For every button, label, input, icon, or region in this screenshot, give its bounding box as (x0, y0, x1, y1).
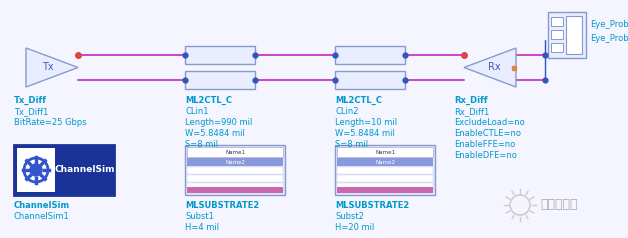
Bar (337, 167, 433, 174)
Bar (185, 46, 255, 64)
Text: Rx_Diff: Rx_Diff (454, 96, 487, 105)
Text: Name2: Name2 (225, 159, 245, 164)
Bar (335, 46, 405, 64)
Text: ChannelSim: ChannelSim (14, 201, 70, 210)
Text: EnableDFE=no: EnableDFE=no (454, 151, 517, 160)
Bar (551, 43, 563, 52)
Bar (551, 30, 563, 39)
Text: MLSUBSTRATE2: MLSUBSTRATE2 (335, 201, 409, 210)
Text: Name1: Name1 (225, 149, 245, 154)
Polygon shape (464, 48, 516, 87)
Text: Tx: Tx (42, 63, 54, 73)
Bar (187, 167, 283, 174)
Bar (337, 158, 433, 166)
Text: Subst1: Subst1 (185, 212, 214, 221)
Text: Length=990 mil: Length=990 mil (185, 118, 252, 127)
Text: Length=10 mil: Length=10 mil (335, 118, 397, 127)
Bar (187, 158, 283, 166)
Text: Eye_Probe1: Eye_Probe1 (590, 34, 628, 43)
Bar (337, 187, 433, 193)
Text: Subst2: Subst2 (335, 212, 364, 221)
Text: ExcludeLoad=no: ExcludeLoad=no (454, 118, 525, 127)
Text: ChannelSim: ChannelSim (54, 165, 115, 174)
Bar (17, 148, 55, 192)
Bar (187, 187, 283, 193)
Polygon shape (26, 48, 78, 87)
Text: W=5.8484 mil: W=5.8484 mil (335, 129, 395, 138)
Text: Tx_Diff1: Tx_Diff1 (14, 107, 48, 116)
Bar (185, 145, 285, 195)
Bar (566, 16, 582, 54)
Text: ML2CTL_C: ML2CTL_C (185, 96, 232, 105)
Text: S=8 mil: S=8 mil (335, 140, 368, 149)
Text: EnableFFE=no: EnableFFE=no (454, 140, 515, 149)
Text: W=5.8484 mil: W=5.8484 mil (185, 129, 245, 138)
Bar (14, 145, 114, 195)
Text: BitRate=25 Gbps: BitRate=25 Gbps (14, 118, 87, 127)
Text: H=20 mil: H=20 mil (335, 223, 374, 232)
Bar (337, 183, 433, 190)
Bar (187, 147, 283, 157)
Text: H=4 mil: H=4 mil (185, 223, 219, 232)
Bar (335, 71, 405, 89)
Text: Rx_Diff1: Rx_Diff1 (454, 107, 489, 116)
Text: ChannelSim1: ChannelSim1 (14, 212, 70, 221)
Bar (187, 183, 283, 190)
Circle shape (30, 164, 42, 176)
Bar (337, 175, 433, 182)
Bar (337, 147, 433, 157)
Bar (548, 12, 586, 58)
Text: Tx_Diff: Tx_Diff (14, 96, 47, 105)
Bar (551, 17, 563, 26)
Bar (185, 71, 255, 89)
Text: EnableCTLE=no: EnableCTLE=no (454, 129, 521, 138)
Text: CLin1: CLin1 (185, 107, 208, 116)
Text: S=8 mil: S=8 mil (185, 140, 218, 149)
Text: Eye_Probe: Eye_Probe (590, 20, 628, 29)
Text: MLSUBSTRATE2: MLSUBSTRATE2 (185, 201, 259, 210)
Text: ML2CTL_C: ML2CTL_C (335, 96, 382, 105)
Bar (187, 175, 283, 182)
Text: Name1: Name1 (375, 149, 395, 154)
Text: 信号完整性: 信号完整性 (540, 198, 578, 212)
Text: Rx: Rx (488, 63, 501, 73)
Text: CLin2: CLin2 (335, 107, 359, 116)
Bar (335, 145, 435, 195)
Text: Name2: Name2 (375, 159, 395, 164)
